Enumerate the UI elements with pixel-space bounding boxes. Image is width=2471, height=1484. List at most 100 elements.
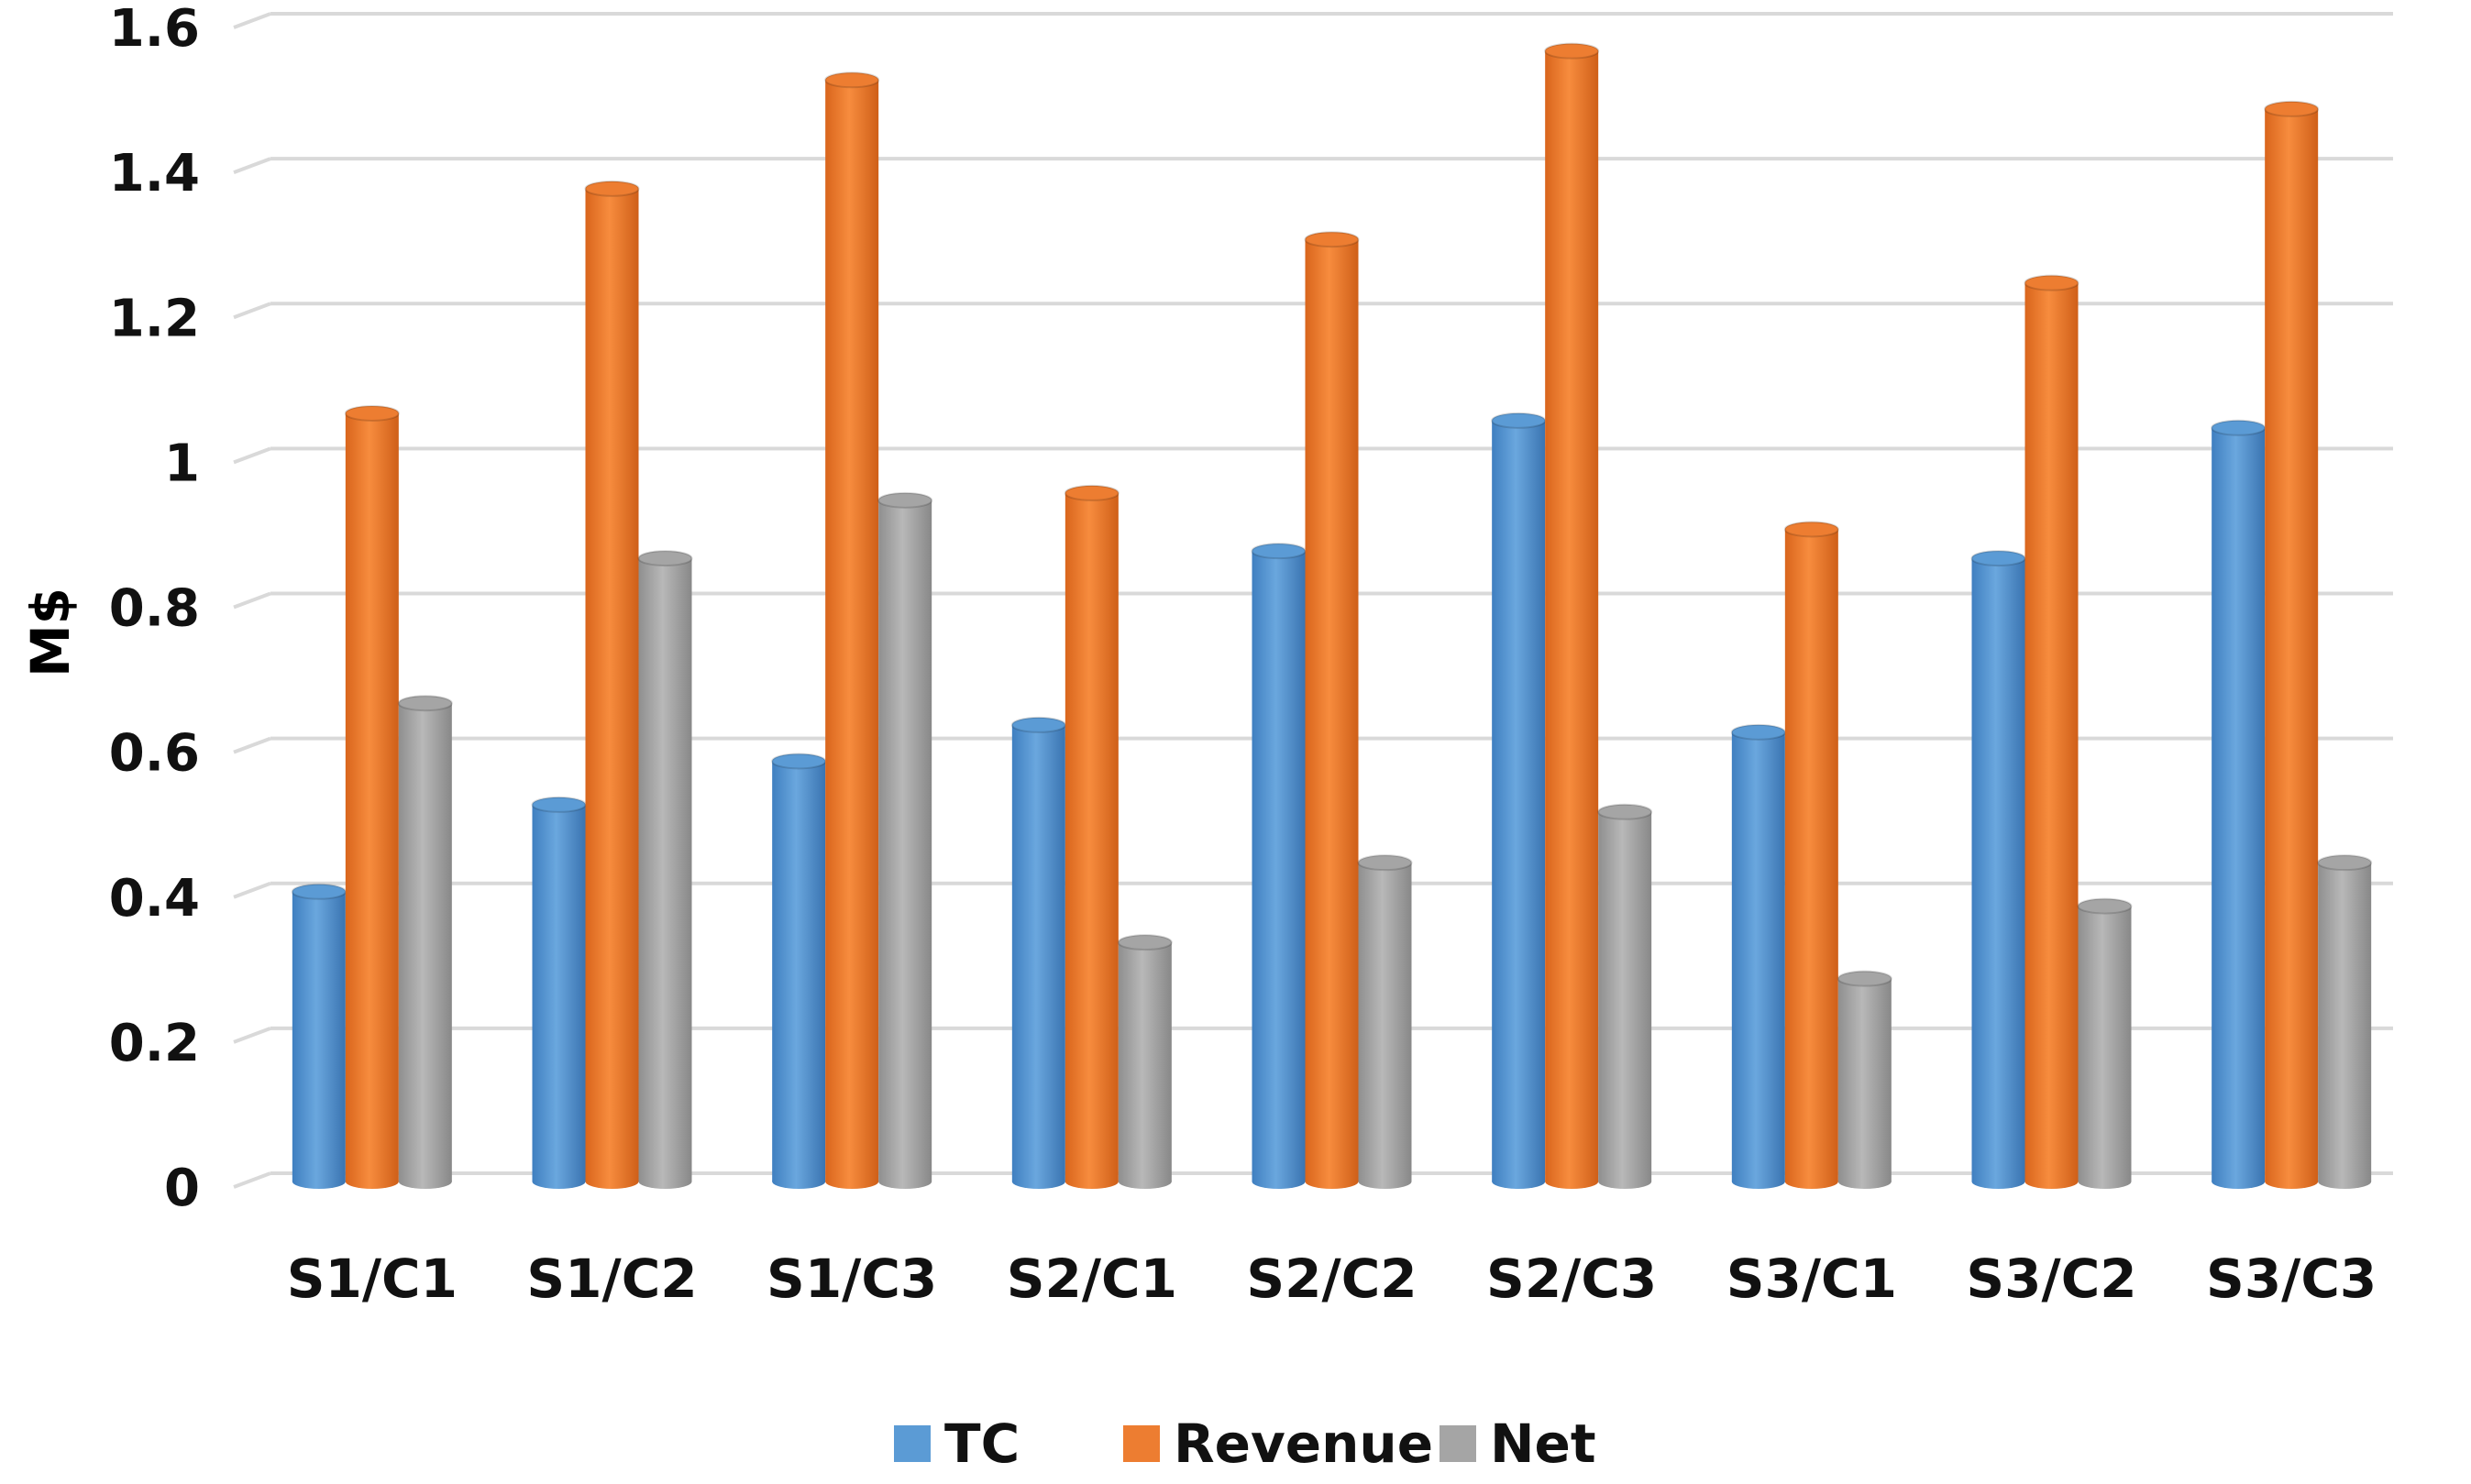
bar-base: [2265, 1174, 2319, 1189]
bar-base: [1011, 1174, 1065, 1189]
bar-revenue-s2-c1: [1064, 484, 1120, 1189]
bar-top: [2211, 419, 2267, 436]
bar-base: [1784, 1174, 1838, 1189]
bar-top: [771, 753, 827, 770]
bar-base: [1118, 1174, 1172, 1189]
bar-body: [1065, 492, 1119, 1182]
bar-body: [1305, 239, 1359, 1182]
x-tick-label: S2/C3: [1486, 1248, 1657, 1310]
y-tick-label: 1.2: [109, 289, 200, 348]
y-tick-label: 0.4: [109, 869, 200, 929]
legend-label: TC: [944, 1413, 1020, 1475]
bar-top: [637, 550, 693, 567]
y-tick-label: 0.2: [109, 1014, 200, 1073]
bar-base: [2078, 1174, 2132, 1189]
y-tick-label: 0.8: [109, 579, 200, 639]
x-tick-label: S3/C3: [2206, 1248, 2377, 1310]
bar-base: [2212, 1174, 2266, 1189]
bar-top: [291, 883, 347, 900]
bar-revenue-s3-c1: [1783, 521, 1839, 1189]
bar-body: [2212, 427, 2266, 1182]
bar-body: [1492, 420, 1546, 1182]
y-tick-label: 1.6: [109, 0, 200, 59]
bar-body: [1358, 863, 1412, 1182]
bar-net-s2-c3: [1597, 803, 1653, 1189]
gridline-diagonal: [233, 591, 271, 610]
bar-net-s2-c2: [1357, 854, 1413, 1189]
x-tick-label: S3/C1: [1726, 1248, 1897, 1310]
gridline-diagonal: [233, 157, 271, 174]
gridline-diagonal: [233, 12, 271, 29]
bar-net-s2-c1: [1117, 934, 1173, 1189]
bar-tc-s3-c1: [1730, 723, 1786, 1189]
bar-net-s1-c1: [397, 695, 453, 1189]
y-axis-title: M$: [19, 588, 82, 677]
bar-base: [638, 1174, 692, 1189]
bar-body: [878, 500, 932, 1182]
bar-top: [344, 404, 400, 422]
bar-body: [2024, 282, 2079, 1182]
gridline-diagonal: [233, 302, 271, 320]
bar-revenue-s1-c3: [824, 71, 880, 1189]
bar-base: [1837, 1174, 1892, 1189]
bar-body: [292, 891, 346, 1182]
bar-body: [2318, 863, 2372, 1182]
bar-body: [1118, 942, 1172, 1182]
bar-body: [825, 80, 879, 1182]
bar-top: [1730, 723, 1786, 741]
bar-base: [1598, 1174, 1652, 1189]
bar-top: [397, 695, 453, 712]
bar-top: [2317, 854, 2373, 872]
gridline-diagonal: [233, 1027, 271, 1044]
bar-tc-s2-c3: [1491, 412, 1547, 1189]
bar-body: [1545, 50, 1599, 1182]
bar-tc-s3-c2: [1970, 550, 2026, 1189]
bar-body: [1252, 551, 1306, 1182]
bar-top: [531, 796, 587, 813]
bar-top: [2077, 897, 2133, 915]
bar-top: [1304, 231, 1360, 248]
x-tick-label: S1/C1: [287, 1248, 458, 1310]
bar-top: [1357, 854, 1413, 872]
bar-base: [1305, 1174, 1359, 1189]
y-tick-label: 0: [164, 1159, 200, 1218]
legend-label: Net: [1490, 1413, 1596, 1475]
bar-body: [1971, 558, 2025, 1182]
bar-tc-s1-c1: [291, 883, 347, 1189]
bar-tc-s1-c2: [531, 796, 587, 1189]
y-tick-label: 0.6: [109, 724, 200, 784]
bar-base: [878, 1174, 932, 1189]
bar-tc-s2-c1: [1010, 716, 1066, 1189]
bar-top: [1117, 934, 1173, 951]
bar-tc-s2-c2: [1251, 543, 1307, 1189]
bar-body: [1011, 724, 1065, 1182]
bar-top: [2024, 274, 2079, 291]
x-tick-label: S2/C2: [1246, 1248, 1417, 1310]
bar-body: [1598, 811, 1652, 1182]
bar-base: [1358, 1174, 1412, 1189]
gridline-diagonal: [233, 736, 271, 754]
bar-revenue-s3-c2: [2024, 274, 2079, 1189]
bar-net-s1-c2: [637, 550, 693, 1189]
x-tick-label: S1/C2: [526, 1248, 697, 1310]
bar-body: [585, 188, 639, 1182]
bar-body: [2078, 906, 2132, 1182]
bar-body: [2265, 108, 2319, 1182]
bar-base: [292, 1174, 346, 1189]
bar-base: [532, 1174, 586, 1189]
bar-base: [1971, 1174, 2025, 1189]
legend-item-tc: TC: [894, 1413, 1020, 1475]
bar-top: [877, 491, 933, 509]
legend-swatch: [1123, 1425, 1160, 1462]
legend-item-revenue: Revenue: [1123, 1413, 1433, 1475]
gridline-diagonal: [233, 881, 271, 899]
bar-net-s3-c2: [2077, 897, 2133, 1189]
legend-swatch: [894, 1425, 931, 1462]
bar-base: [398, 1174, 452, 1189]
bar-top: [1491, 412, 1547, 429]
bar-top: [1837, 970, 1892, 987]
bar-base: [2318, 1174, 2372, 1189]
x-tick-label: S1/C3: [767, 1248, 937, 1310]
bar-tc-s3-c3: [2211, 419, 2267, 1189]
